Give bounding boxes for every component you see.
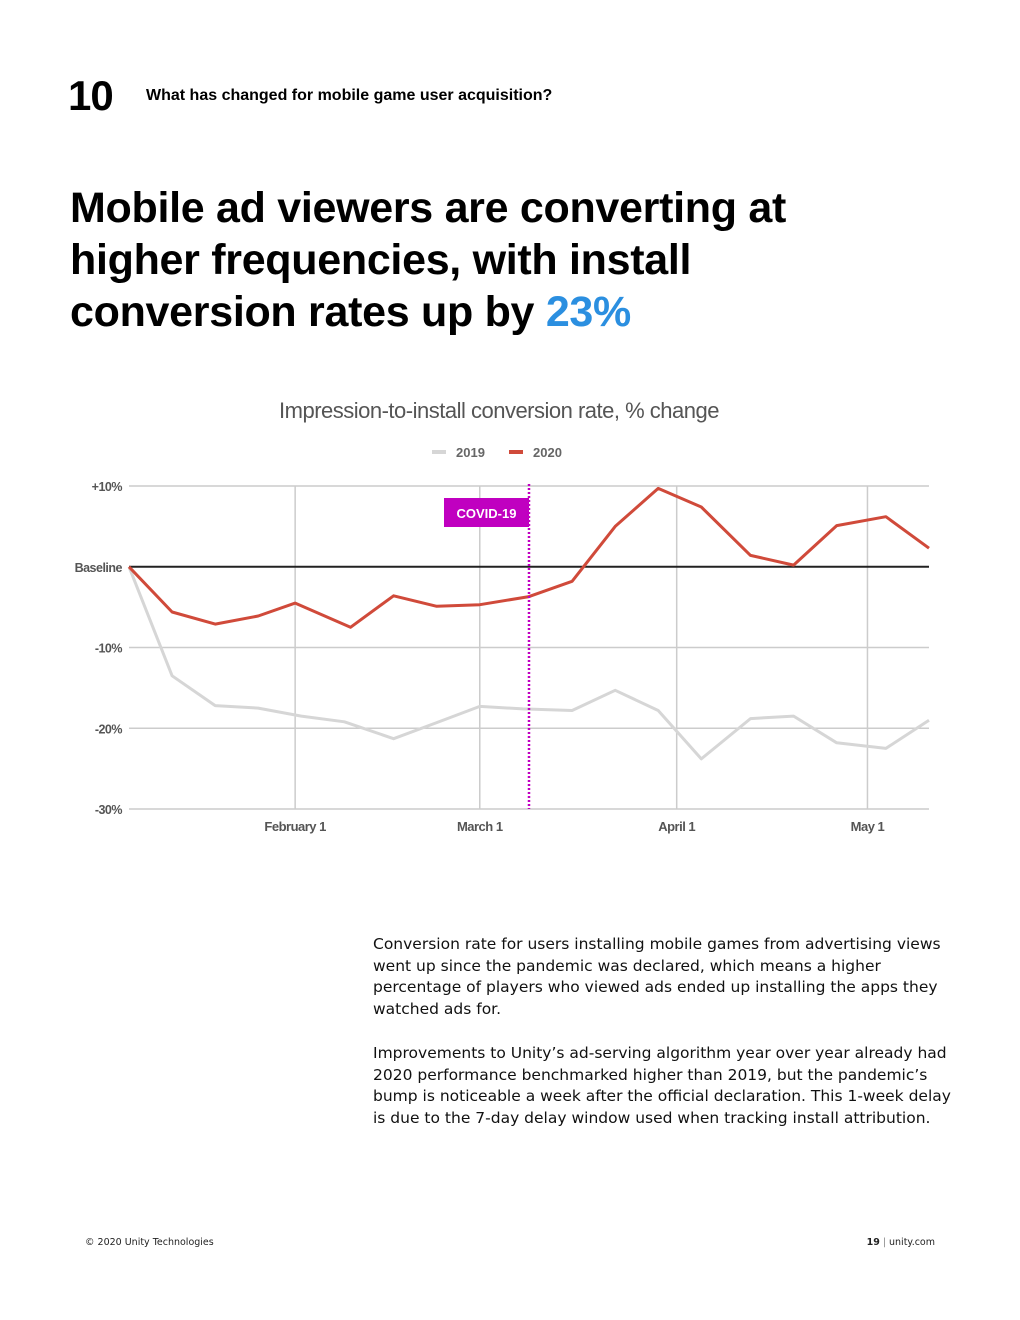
y-tick-label: -30% [95, 803, 123, 817]
section-number: 10 [68, 72, 114, 119]
series-line-2019 [127, 566, 930, 761]
footer-right: 19 | unity.com [867, 1237, 935, 1248]
legend-label-2019: 2019 [456, 445, 485, 460]
headline-highlight: 23% [545, 288, 631, 336]
covid-label: COVID-19 [457, 506, 517, 521]
covid-label-box [444, 498, 529, 527]
body-paragraph-1: Conversion rate for users installing mob… [373, 935, 941, 1019]
x-tick-label: May 1 [851, 819, 885, 834]
footer-separator: | [882, 1237, 887, 1248]
section-title: What has changed for mobile game user ac… [146, 87, 553, 104]
y-tick-label: +10% [92, 480, 123, 494]
legend-label-2020: 2020 [533, 445, 562, 460]
body-paragraph-2: Improvements to Unity’s ad-serving algor… [373, 1043, 951, 1127]
footer-site-link[interactable]: unity.com [889, 1237, 935, 1248]
y-tick-label: Baseline [75, 561, 123, 575]
footer-page-number: 19 [866, 1237, 880, 1248]
headline-main-text: Mobile ad viewers are converting at high… [70, 184, 786, 336]
x-tick-label: April 1 [658, 819, 695, 834]
body-text: Conversion rate for users installing mob… [373, 934, 963, 1152]
x-tick-label: February 1 [264, 819, 326, 834]
page-headline: Mobile ad viewers are converting at high… [70, 182, 870, 338]
y-tick-label: -20% [95, 722, 123, 736]
x-tick-label: March 1 [457, 819, 503, 834]
chart-title: Impression-to-install conversion rate, %… [279, 398, 719, 423]
footer-copyright: © 2020 Unity Technologies [85, 1237, 214, 1248]
y-tick-label: -10% [95, 642, 123, 656]
conversion-rate-chart: 2019 2020 +10% Baseline -10% -20% -30% February… [75, 445, 930, 834]
